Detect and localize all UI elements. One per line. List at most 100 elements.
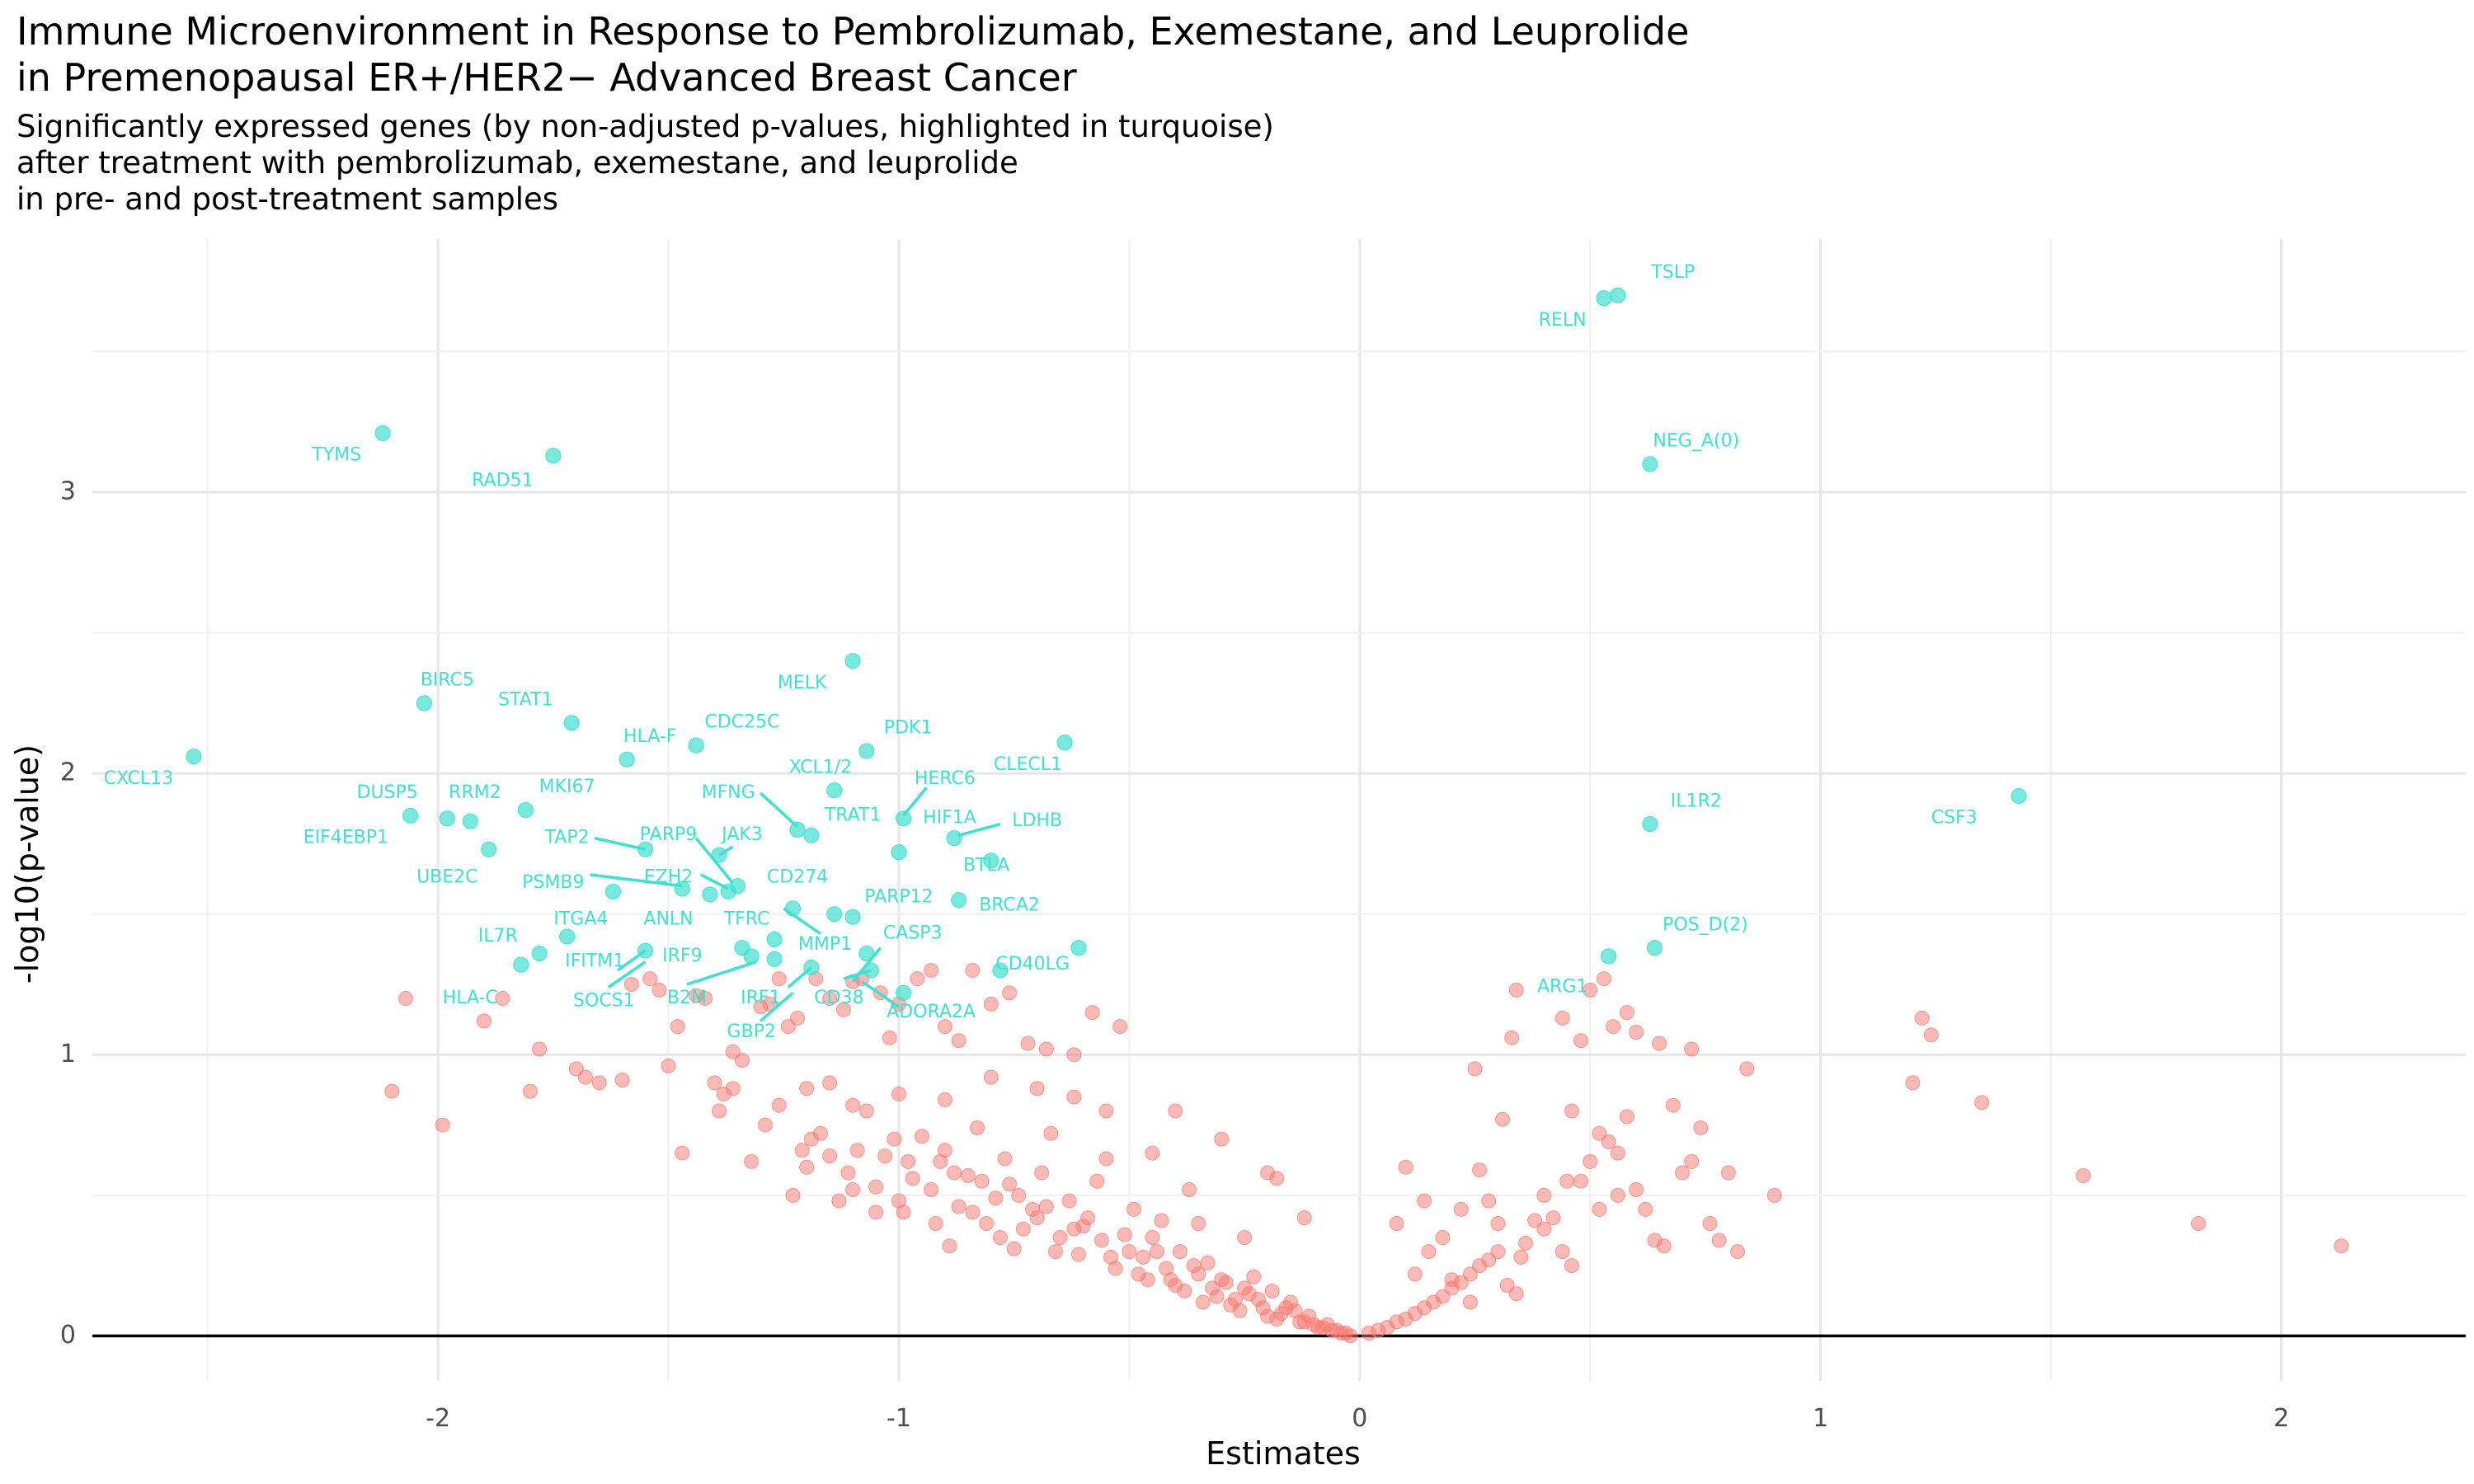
leader-line-ldhb — [958, 822, 1001, 837]
gene-label: EZH2 — [644, 866, 694, 887]
gene-label: DUSP5 — [357, 782, 418, 803]
nonsignificant-point — [1554, 1010, 1570, 1026]
y-axis-ticks: 0 1 2 3 — [60, 477, 76, 1350]
nonsignificant-point — [1656, 1238, 1672, 1254]
leader-line-psmb9 — [590, 873, 683, 888]
nonsignificant-point — [1495, 1111, 1511, 1127]
significant-point-neg_a(0) — [1642, 456, 1658, 472]
nonsignificant-point — [822, 991, 838, 1007]
y-axis-label: -log10(p-value) — [9, 744, 45, 984]
significant-point-cd40lg — [992, 962, 1009, 979]
nonsignificant-point — [642, 971, 658, 987]
nonsignificant-point — [707, 1075, 722, 1091]
nonsignificant-point — [1905, 1075, 1921, 1091]
x-tick-label: -2 — [426, 1404, 450, 1433]
gene-label: IL1R2 — [1671, 791, 1722, 811]
nonsignificant-point — [1610, 1145, 1625, 1161]
nonsignificant-point — [1112, 1019, 1128, 1035]
significant-point-birc5 — [416, 695, 432, 711]
gene-label: HLA-C — [443, 988, 498, 1008]
nonsignificant-point — [780, 1019, 796, 1035]
nonsignificant-point — [965, 962, 981, 978]
gene-label: HIF1A — [923, 808, 976, 829]
significant-point-reln — [1596, 290, 1612, 307]
gene-label: GBP2 — [727, 1021, 775, 1042]
nonsignificant-point — [1720, 1165, 1736, 1181]
nonsignificant-point — [1914, 1010, 1930, 1026]
nonsignificant-point — [785, 1187, 801, 1203]
nonsignificant-point — [661, 1058, 676, 1073]
gene-label: PSMB9 — [522, 872, 584, 893]
nonsignificant-point — [997, 1151, 1013, 1167]
gene-label: CASP3 — [883, 923, 943, 944]
significant-point-cxcl13 — [186, 749, 202, 765]
nonsignificant-point — [1629, 1024, 1644, 1040]
nonsignificant-point — [1246, 1269, 1262, 1284]
gene-label: PARP12 — [864, 886, 933, 907]
nonsignificant-point — [914, 1129, 929, 1144]
x-tick-label: -1 — [887, 1404, 911, 1433]
gene-label: XCL1/2 — [789, 757, 853, 777]
gene-label: CDC25C — [704, 712, 779, 733]
nonsignificant-point — [1061, 1193, 1077, 1209]
nonsignificant-point — [812, 1125, 828, 1141]
nonsignificant-point — [1168, 1103, 1183, 1119]
nonsignificant-point — [799, 1159, 815, 1175]
significant-point-mki67b — [517, 802, 534, 818]
nonsignificant-point — [1089, 1173, 1105, 1189]
nonsignificant-point — [1508, 1286, 1524, 1302]
significant-point-b2m — [766, 951, 783, 967]
nonsignificant-point — [398, 991, 414, 1007]
nonsignificant-point — [1002, 985, 1018, 1001]
chart-subtitle: Significantly expressed genes (by non-ad… — [16, 109, 1274, 217]
significant-point-trat1 — [803, 827, 820, 843]
y-tick-label: 3 — [60, 477, 76, 506]
gene-label: BRCA2 — [979, 895, 1040, 915]
significant-point-tyms — [374, 425, 391, 441]
nonsignificant-point — [744, 1153, 760, 1169]
nonsignificant-point — [1684, 1041, 1700, 1057]
significant-point-pdk1 — [858, 743, 875, 759]
significant-point-hla-f — [618, 751, 635, 768]
leader-line-b2m — [686, 960, 757, 986]
nonsignificant-point — [1504, 1030, 1520, 1045]
nonsignificant-point — [1052, 1230, 1068, 1246]
significant-point-hif1a — [891, 844, 907, 861]
nonsignificant-point — [1554, 1244, 1570, 1260]
nonsignificant-point — [384, 1083, 400, 1099]
nonsignificant-point — [849, 1143, 865, 1158]
gene-label: MFNG — [702, 782, 755, 803]
chart-title: Immune Microenvironment in Response to P… — [16, 9, 1690, 100]
significant-point-clecl1 — [1056, 735, 1073, 751]
nonsignificant-point — [1264, 1283, 1280, 1298]
nonsignificant-point — [1043, 1125, 1059, 1141]
gene-labels: TSLP RELN NEG_A(0) IL1R2 CSF3 POS_D(2) ARG1 TYM… — [104, 262, 1978, 1042]
nonsignificant-point — [1195, 1294, 1211, 1310]
nonsignificant-point — [951, 1199, 967, 1214]
x-axis-label: Estimates — [1206, 1435, 1361, 1472]
nonsignificant-point — [1596, 971, 1611, 987]
nonsignificant-point — [835, 1002, 851, 1017]
significant-point-xcl1/2 — [826, 782, 843, 799]
nonsignificant-point — [1029, 1210, 1045, 1226]
nonsignificant-point — [435, 1117, 450, 1133]
nonsignificant-point — [1711, 1233, 1727, 1248]
gene-label: UBE2C — [416, 866, 477, 887]
nonsignificant-point — [868, 1179, 884, 1195]
nonsignificant-point — [1481, 1193, 1497, 1209]
nonsignificant-point — [845, 1182, 861, 1198]
nonsignificant-point — [924, 1182, 939, 1198]
significant-point-rad51 — [545, 448, 562, 464]
significant-point-ldhb — [946, 830, 962, 847]
gene-label: CD38 — [814, 988, 863, 1008]
nonsignificant-point — [1508, 982, 1524, 998]
nonsignificant-point — [725, 1044, 741, 1059]
gene-label: HERC6 — [915, 768, 976, 789]
nonsignificant-point — [712, 1103, 727, 1119]
nonsignificant-point — [928, 1215, 943, 1231]
nonsignificant-point — [1131, 1266, 1146, 1282]
nonsignificant-point — [891, 1087, 906, 1102]
nonsignificant-point — [868, 1205, 884, 1220]
nonsignificant-point — [1098, 1151, 1114, 1167]
significant-point-jak3 — [711, 847, 727, 863]
